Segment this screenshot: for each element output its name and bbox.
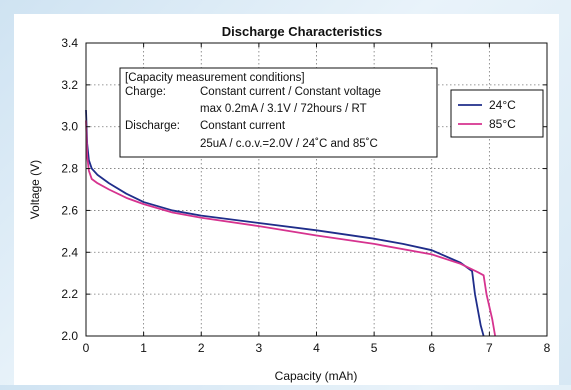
x-tick-label: 4	[313, 341, 320, 355]
y-tick-label: 2.2	[61, 287, 78, 301]
x-tick-label: 2	[198, 341, 205, 355]
y-axis-label: Voltage (V)	[28, 160, 42, 219]
discharge-label: Discharge:	[125, 120, 180, 132]
legend-label-24c: 24°C	[489, 98, 516, 112]
x-tick-label: 0	[83, 341, 90, 355]
x-tick-label: 3	[256, 341, 263, 355]
x-axis-label: Capacity (mAh)	[275, 369, 358, 383]
y-tick-label: 3.0	[61, 120, 78, 134]
y-tick-label: 2.6	[61, 203, 78, 217]
chart-frame: Discharge Characteristics 0 1 2 3 4 5 6 7 8 2.0 2.…	[14, 14, 559, 385]
discharge-line-2: 25uA / c.o.v.=2.0V / 24˚C and 85˚C	[200, 138, 378, 150]
x-tick-label: 7	[486, 341, 493, 355]
conditions-title: [Capacity measurement conditions]	[125, 72, 305, 84]
series-line-24c	[85, 109, 485, 337]
y-tick-label: 2.8	[61, 162, 78, 176]
conditions-box: [Capacity measurement conditions] Charge…	[119, 67, 438, 158]
x-tick-label: 6	[428, 341, 435, 355]
x-tick-label: 5	[371, 341, 378, 355]
legend: 24°C 85°C	[450, 89, 544, 138]
x-tick-label: 1	[140, 341, 147, 355]
charge-label: Charge:	[125, 86, 166, 98]
y-tick-label: 3.2	[61, 78, 78, 92]
y-tick-label: 2.4	[61, 245, 78, 259]
y-tick-label: 3.4	[61, 36, 78, 50]
legend-label-85c: 85°C	[489, 117, 516, 131]
axis-ticks: 0 1 2 3 4 5 6 7 8 2.0 2.2 2.4 2.6 2.8 3.0 3.2 3.4	[61, 36, 550, 355]
conditions-box-border	[119, 67, 438, 158]
charge-line-2: max 0.2mA / 3.1V / 72hours / RT	[200, 103, 367, 115]
x-tick-label: 8	[544, 341, 551, 355]
legend-box	[450, 89, 544, 138]
series-line-85c	[85, 120, 497, 337]
chart-title: Discharge Characteristics	[222, 24, 382, 39]
discharge-line-1: Constant current	[200, 120, 286, 132]
charge-line-1: Constant current / Constant voltage	[200, 86, 381, 98]
y-tick-label: 2.0	[61, 329, 78, 343]
discharge-chart: Discharge Characteristics 0 1 2 3 4 5 6 7 8 2.0 2.…	[28, 24, 551, 383]
plot-area	[85, 109, 497, 337]
